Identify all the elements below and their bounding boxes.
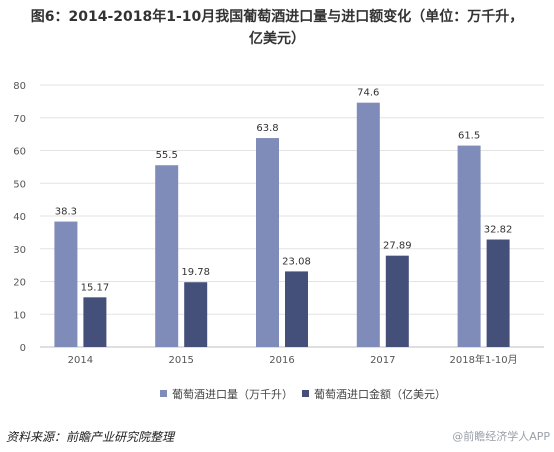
bar-import-volume — [155, 165, 179, 347]
data-label: 15.17 — [81, 282, 110, 293]
bar-import-value — [83, 297, 107, 347]
data-label: 27.89 — [383, 241, 412, 252]
bar-import-volume — [356, 102, 380, 347]
bar-import-volume — [54, 221, 78, 347]
y-tick-label: 30 — [13, 245, 26, 256]
data-label: 55.5 — [156, 150, 178, 161]
chart-title: 图6：2014-2018年1-10月我国葡萄酒进口量与进口额变化（单位：万千升，… — [0, 6, 554, 50]
y-tick-label: 10 — [13, 310, 26, 321]
y-tick-label: 80 — [13, 81, 26, 92]
data-label: 63.8 — [256, 123, 278, 134]
data-label: 23.08 — [282, 256, 311, 267]
x-tick-label: 2016 — [269, 355, 294, 366]
bar-import-value — [385, 255, 409, 347]
y-tick-label: 0 — [20, 343, 26, 354]
data-label: 32.82 — [484, 225, 513, 236]
x-tick-label: 2018年1-10月 — [450, 353, 518, 366]
y-tick-label: 20 — [13, 278, 26, 289]
y-tick-label: 70 — [13, 114, 26, 125]
bar-import-volume — [457, 145, 481, 347]
data-label: 61.5 — [458, 131, 480, 142]
x-tick-label: 2014 — [68, 355, 93, 366]
y-tick-label: 60 — [13, 147, 26, 158]
app-watermark: @前瞻经济学人APP — [452, 430, 550, 443]
bar-import-value — [285, 271, 308, 347]
x-tick-label: 2015 — [168, 355, 193, 366]
legend-import-value-label: 葡萄酒进口金额（亿美元） — [314, 387, 446, 401]
data-label: 19.78 — [181, 267, 210, 278]
title-line-2: 亿美元） — [249, 31, 305, 47]
source-note: 资料来源：前瞻产业研究院整理 — [6, 430, 175, 444]
bar-import-volume — [256, 138, 279, 347]
y-tick-label: 40 — [13, 212, 26, 223]
x-tick-label: 2017 — [370, 355, 395, 366]
data-label: 38.3 — [55, 207, 77, 218]
data-label: 74.6 — [357, 88, 379, 99]
legend-import-volume-label: 葡萄酒进口量（万千升） — [172, 388, 293, 401]
legend-import-volume-swatch — [160, 390, 167, 397]
bar-import-value — [184, 282, 208, 347]
title-line-1: 图6：2014-2018年1-10月我国葡萄酒进口量与进口额变化（单位：万千升， — [30, 9, 524, 25]
legend-import-value-swatch — [302, 390, 309, 397]
bar-import-value — [486, 239, 510, 347]
y-tick-label: 50 — [13, 179, 26, 190]
